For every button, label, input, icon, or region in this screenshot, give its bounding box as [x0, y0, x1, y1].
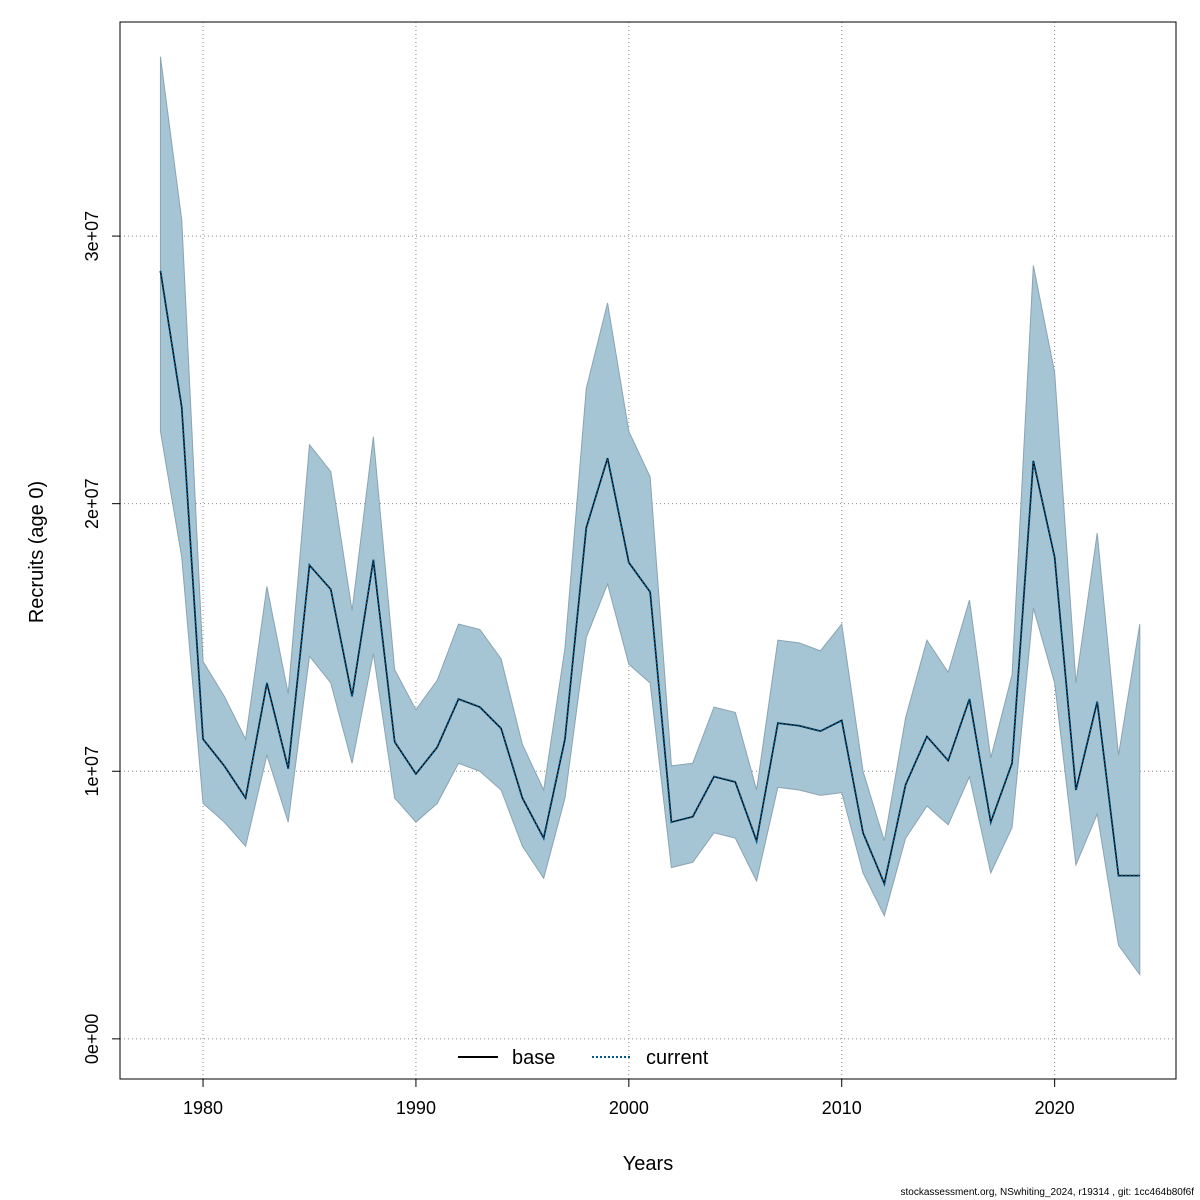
series-line-current	[159, 270, 1140, 887]
confidence-band-area	[159, 56, 1141, 977]
legend-label-base: base	[512, 1047, 555, 1069]
footer-note: stockassessment.org, NSwhiting_2024, r19…	[900, 1187, 1194, 1198]
y-axis-title: Recruits (age 0)	[26, 481, 48, 623]
series-lines	[159, 270, 1140, 887]
x-tick-label-0: 1980	[183, 1098, 223, 1118]
confidence-band	[159, 56, 1141, 977]
x-tick-label-2: 2000	[609, 1098, 649, 1118]
legend: base current	[458, 1047, 709, 1069]
y-tick-label-0: 0e+00	[82, 1014, 102, 1065]
x-axis-title: Years	[623, 1153, 673, 1175]
y-tick-label-1: 1e+07	[82, 746, 102, 797]
x-tick-label-4: 2020	[1035, 1098, 1075, 1118]
axes: 1980 1990 2000 2010 2020 0e+00 1e+07 2e+07 3e+07	[82, 211, 1075, 1118]
legend-label-current: current	[646, 1047, 709, 1069]
x-tick-label-3: 2010	[822, 1098, 862, 1118]
x-tick-label-1: 1990	[396, 1098, 436, 1118]
y-tick-label-2: 2e+07	[82, 478, 102, 529]
y-tick-label-3: 3e+07	[82, 211, 102, 262]
